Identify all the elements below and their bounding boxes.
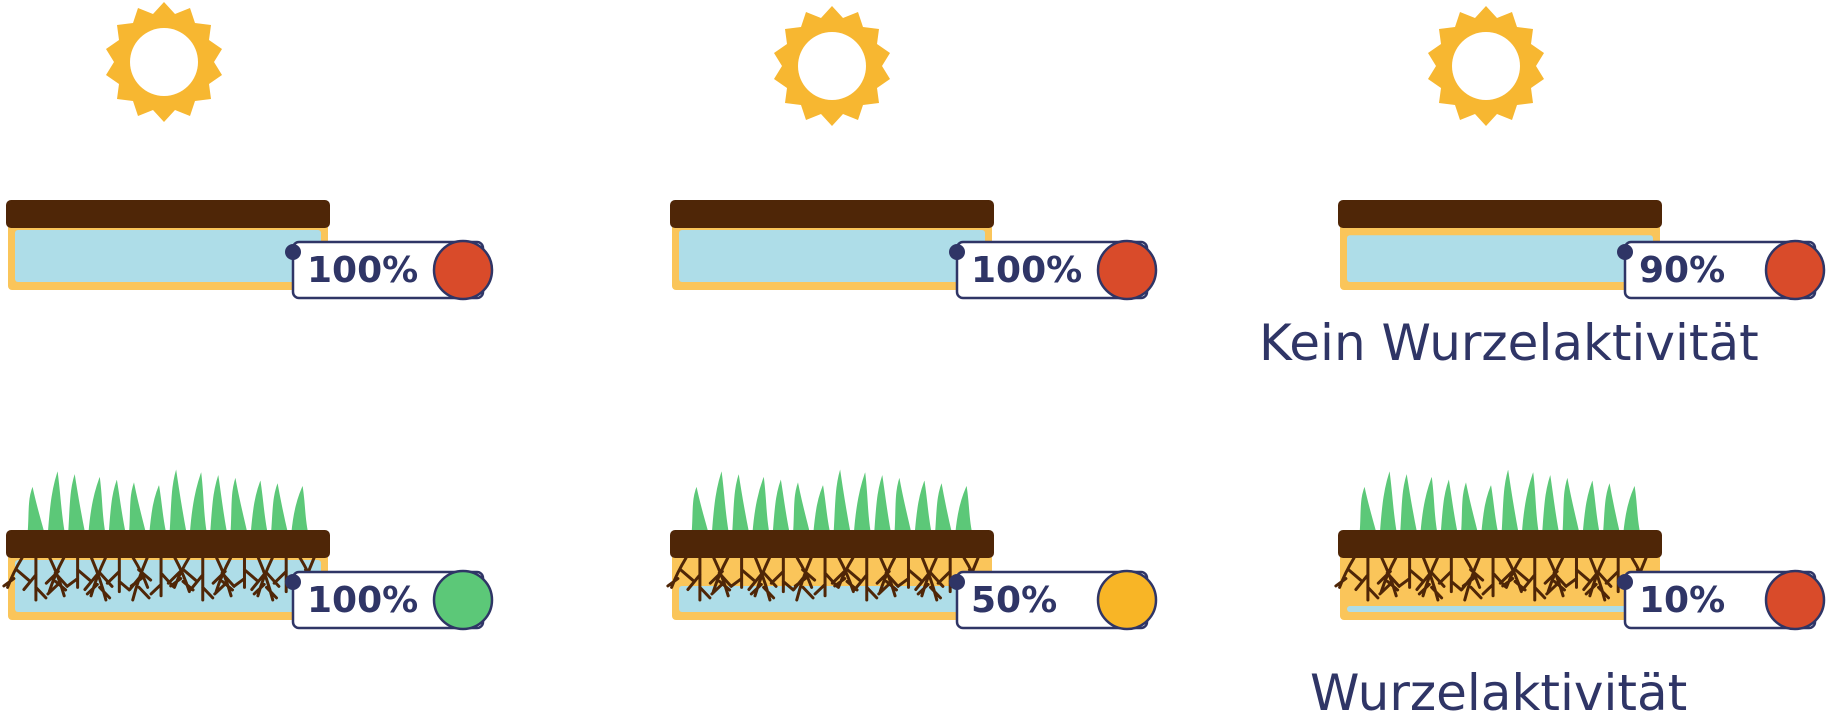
status-indicator [1096,569,1158,631]
percent-label: 90% [1639,250,1725,291]
sun-group [106,2,1544,126]
percent-label: 100% [307,580,418,621]
panel-bottom-1: 100% [2,459,494,631]
badge-pin [949,574,965,590]
percent-label: 100% [971,250,1082,291]
water-level-fill [1347,606,1653,612]
soil-layer [6,200,330,228]
badge-pin [285,574,301,590]
grass-shape [1356,459,1644,536]
percent-label: 10% [1639,580,1725,621]
panel-group: 100% 100% 90% 100% 50% 10% [2,200,1826,631]
status-indicator [432,239,494,301]
roots-shape [1334,556,1651,602]
badge-pin [285,244,301,260]
status-indicator [1096,239,1158,301]
panel-top-2: 100% [670,200,1158,301]
grass-shape [688,459,976,536]
percent-badge: 50% [949,569,1158,631]
water-level-fill [679,230,985,282]
caption-root-activity: Wurzelaktivität [1310,664,1688,722]
percent-badge: 100% [285,569,494,631]
water-level-fill [15,230,321,282]
percent-badge: 100% [285,239,494,301]
water-level-fill [1347,235,1653,282]
soil-layer [1338,200,1662,228]
soil-layer [670,530,994,558]
percent-badge: 90% [1617,239,1826,301]
sun-icon [106,2,222,122]
badge-pin [1617,574,1633,590]
caption-no-root-activity: Kein Wurzelaktivität [1259,314,1759,372]
grass-shape [24,459,312,536]
soil-layer [670,200,994,228]
sun-icon [774,6,890,126]
percent-badge: 10% [1617,569,1826,631]
badge-pin [1617,244,1633,260]
badge-pin [949,244,965,260]
roots-shape [2,556,319,602]
roots-shape [666,556,983,602]
percent-label: 50% [971,580,1057,621]
panel-top-3: 90% [1338,200,1826,301]
status-indicator [1764,569,1826,631]
status-indicator [432,569,494,631]
status-indicator [1764,239,1826,301]
panel-top-1: 100% [6,200,494,301]
soil-layer [6,530,330,558]
percent-label: 100% [307,250,418,291]
panel-bottom-2: 50% [666,459,1158,631]
soil-layer [1338,530,1662,558]
panel-bottom-3: 10% [1334,459,1826,631]
sun-icon [1428,6,1544,126]
percent-badge: 100% [949,239,1158,301]
container-frame [1340,554,1660,620]
